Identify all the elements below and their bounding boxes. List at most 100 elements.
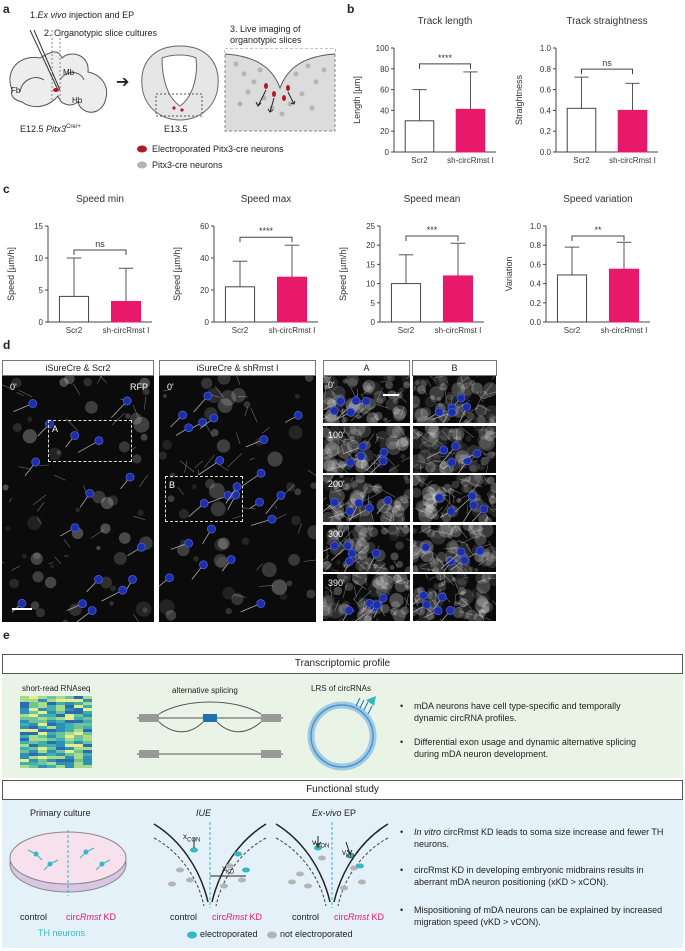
neurite — [353, 585, 357, 598]
neuron-signal — [431, 434, 436, 439]
xcon-label: xCON — [183, 832, 201, 844]
neurite — [54, 556, 61, 564]
neuron-signal — [480, 551, 495, 566]
neurite — [331, 487, 347, 493]
neurite — [340, 444, 345, 453]
tracked-cell-marker — [451, 441, 461, 450]
neurite — [351, 477, 354, 481]
chart-title: Track length — [418, 16, 473, 27]
neuron-signal — [327, 435, 334, 442]
micrograph-shrmst: 0' B — [159, 376, 316, 622]
neurite — [380, 524, 391, 534]
tracked-cell-marker — [422, 600, 432, 609]
heatmap-cell — [56, 720, 65, 723]
age-e135: E13.5 — [164, 124, 188, 134]
neuron-signal — [429, 556, 439, 567]
neurite — [352, 579, 367, 590]
neuron-signal — [363, 541, 376, 553]
neuron-signal — [463, 484, 473, 494]
neuron-signal — [413, 475, 421, 486]
neurite — [375, 433, 379, 442]
neurite — [443, 546, 458, 549]
electroporated-legend: electroporated — [200, 929, 258, 939]
neurite — [477, 428, 484, 431]
neuron-signal — [452, 427, 465, 440]
neuron-signal — [474, 533, 487, 545]
neuron-signal — [368, 526, 379, 537]
timelapse-b-2 — [413, 475, 496, 522]
heatmap-cell — [65, 714, 74, 717]
y-tick-label: 20 — [366, 241, 375, 250]
heatmap-cell — [47, 699, 56, 702]
neuron-signal — [62, 619, 68, 622]
neurite — [436, 439, 444, 445]
y-tick-label: 5 — [39, 286, 44, 295]
neuron-signal — [398, 516, 406, 522]
neurite — [429, 376, 437, 382]
neuron-signal — [394, 496, 409, 511]
neuron-signal — [474, 404, 487, 417]
neurite — [214, 385, 224, 398]
tracked-cell-marker — [439, 445, 449, 454]
neurite — [325, 384, 341, 401]
tracked-cell-marker — [421, 542, 431, 552]
functional-bullet-2: circRmst KD in developing embryonic midb… — [400, 864, 664, 888]
neurite — [482, 614, 484, 621]
th-neurons-label: TH neurons — [38, 928, 86, 938]
tracked-cell-marker — [462, 402, 472, 412]
neurite — [323, 376, 333, 387]
neuron-signal — [419, 482, 424, 487]
neurite — [347, 524, 350, 540]
circrmst-kd-label-1: circRmst KD — [66, 912, 117, 922]
neuron-signal — [323, 447, 333, 460]
neuron-signal — [35, 608, 46, 618]
neuron-signal — [481, 601, 493, 613]
heatmap-cell — [65, 717, 74, 720]
neuron-signal — [468, 524, 483, 535]
neurite — [232, 515, 242, 520]
heatmap-cell — [38, 717, 47, 720]
neuron-signal — [490, 500, 495, 505]
y-tick-label: 0.4 — [530, 280, 542, 289]
neurite — [459, 425, 475, 438]
heatmap-cell — [29, 723, 38, 726]
neuron-signal — [178, 508, 189, 519]
neurite — [468, 482, 483, 488]
neurite — [413, 463, 419, 467]
neuron-signal — [355, 414, 361, 420]
neuron-signal — [372, 579, 382, 589]
heatmap-cell — [74, 702, 83, 705]
neurite — [205, 423, 214, 438]
neuron-signal — [385, 398, 398, 411]
heatmap-cell — [74, 762, 83, 765]
neuron-signal — [375, 576, 385, 586]
panel-label-d: d — [3, 338, 11, 352]
tracked-cell-marker — [199, 560, 208, 570]
neuron-signal — [355, 456, 367, 468]
neuron-signal — [327, 602, 344, 619]
neuron-signal — [456, 376, 472, 390]
tracked-cell-marker — [184, 538, 194, 548]
neurite — [328, 376, 332, 381]
neuron-signal — [366, 412, 379, 423]
neurite — [350, 456, 365, 462]
neuron-signal — [387, 376, 395, 382]
tracked-cell-marker — [371, 548, 381, 558]
neurite — [478, 557, 489, 566]
neuron-signal — [288, 554, 300, 566]
neuron-signal — [413, 539, 417, 547]
neuron-signal — [100, 576, 113, 589]
tracked-cell-marker — [344, 606, 354, 615]
neurite — [427, 480, 433, 485]
heatmap-cell — [47, 765, 56, 768]
neurite — [90, 529, 104, 539]
neuron-signal — [27, 416, 33, 422]
significance-bracket — [239, 236, 293, 243]
neuron-signal — [382, 567, 390, 572]
neuron-signal — [372, 563, 388, 572]
neuron-signal — [443, 483, 452, 493]
region-fb: Fb — [11, 86, 21, 95]
heatmap-cell — [20, 708, 29, 711]
neuron-signal — [22, 429, 37, 444]
heatmap-cell — [47, 714, 56, 717]
